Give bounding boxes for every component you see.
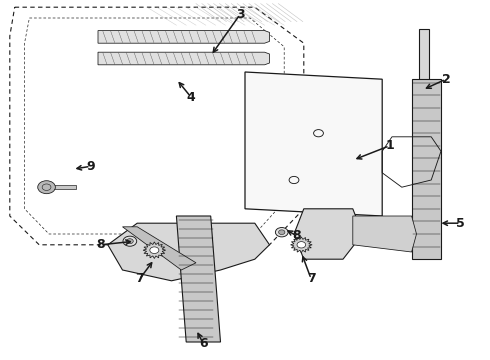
Polygon shape	[98, 31, 270, 43]
Polygon shape	[49, 185, 76, 189]
Circle shape	[150, 247, 159, 253]
Polygon shape	[291, 237, 312, 253]
Polygon shape	[108, 223, 270, 281]
Polygon shape	[122, 227, 196, 270]
Text: 2: 2	[441, 73, 450, 86]
Polygon shape	[412, 79, 441, 259]
Polygon shape	[353, 216, 416, 252]
Circle shape	[297, 242, 306, 248]
Polygon shape	[294, 209, 363, 259]
Text: 5: 5	[456, 217, 465, 230]
Polygon shape	[245, 72, 382, 216]
Circle shape	[275, 228, 288, 237]
Text: 7: 7	[307, 273, 316, 285]
Polygon shape	[176, 216, 220, 342]
Circle shape	[278, 230, 285, 235]
Polygon shape	[143, 242, 166, 258]
Text: 8: 8	[292, 229, 301, 242]
Text: 7: 7	[135, 273, 144, 285]
Text: 8: 8	[96, 238, 105, 251]
Circle shape	[123, 236, 137, 246]
Text: 1: 1	[385, 139, 394, 152]
Polygon shape	[98, 52, 270, 65]
Text: 9: 9	[86, 160, 95, 173]
Text: 3: 3	[236, 8, 245, 21]
Text: 6: 6	[199, 337, 208, 350]
Text: 4: 4	[187, 91, 196, 104]
Polygon shape	[419, 29, 429, 216]
Circle shape	[126, 239, 133, 244]
Circle shape	[38, 181, 55, 194]
